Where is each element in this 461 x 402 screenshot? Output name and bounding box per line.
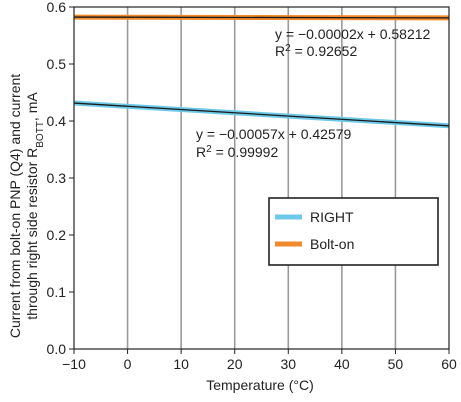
x-tick-label-0: −10 xyxy=(62,356,86,372)
legend-label-bolt-on: Bolt-on xyxy=(310,236,354,252)
y-axis-title: Current from bolt-on PNP (Q4) and curren… xyxy=(7,74,46,338)
x-tick-label-3: 20 xyxy=(227,356,243,372)
y-tick-label-3: 0.3 xyxy=(47,170,67,186)
y-tick-label-5: 0.5 xyxy=(47,56,67,72)
fit-r2-right: R2 = 0.99992 xyxy=(196,144,278,161)
legend: RIGHT Bolt-on xyxy=(268,197,439,266)
x-tick-label-1: 0 xyxy=(124,356,132,372)
x-tick-label-5: 40 xyxy=(334,356,350,372)
grid xyxy=(126,7,397,349)
x-tick-label-6: 50 xyxy=(388,356,404,372)
fit-line-bolt-on xyxy=(73,16,450,19)
fit-equation-bolt-on: y = −0.00002x + 0.58212 xyxy=(275,26,431,42)
y-tick-label-6: 0.6 xyxy=(47,0,67,15)
y-axis-ticks: 0.0 0.1 0.2 0.3 0.4 0.5 0.6 xyxy=(47,0,74,357)
fit-line-layer xyxy=(73,16,450,127)
legend-box xyxy=(268,197,439,266)
plot-frame xyxy=(73,6,450,350)
fit-line-right xyxy=(73,102,450,127)
legend-label-right: RIGHT xyxy=(310,209,354,225)
x-tick-label-4: 30 xyxy=(280,356,296,372)
x-axis-title: Temperature (°C) xyxy=(206,377,314,393)
y-tick-label-2: 0.2 xyxy=(47,227,67,243)
x-tick-label-2: 10 xyxy=(173,356,189,372)
y-tick-label-0: 0.0 xyxy=(47,341,67,357)
y-axis-title-line1: Current from bolt-on PNP (Q4) and curren… xyxy=(7,74,23,338)
x-tick-label-7: 60 xyxy=(441,356,457,372)
y-tick-label-4: 0.4 xyxy=(47,113,67,129)
y-axis-title-line2: through right side resistor RBOTT, mA xyxy=(24,92,46,320)
x-axis-ticks: −10 0 10 20 30 40 50 60 xyxy=(62,349,457,372)
fit-r2-bolt-on: R2 = 0.92652 xyxy=(275,43,357,60)
y-tick-label-1: 0.1 xyxy=(47,284,67,300)
fit-equation-right: y = −0.00057x + 0.42579 xyxy=(196,126,352,142)
